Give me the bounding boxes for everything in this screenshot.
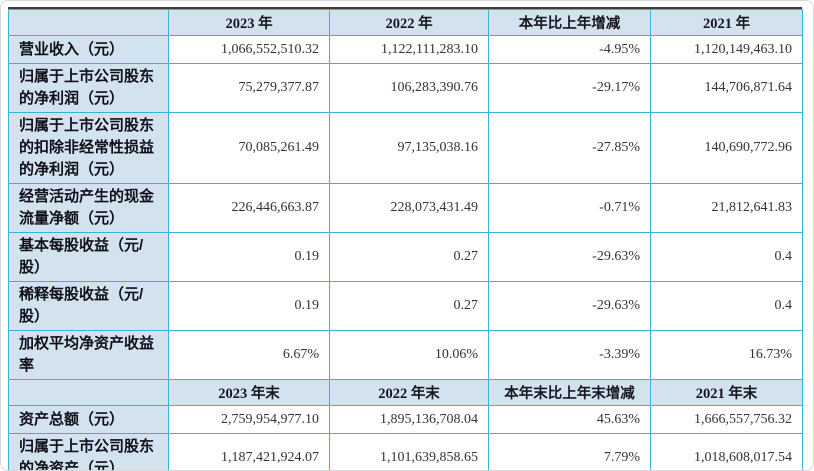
cell-2022-value: 10.06% <box>329 330 489 380</box>
table-row-total-assets: 资产总额（元） 2,759,954,977.10 1,895,136,708.0… <box>8 405 803 434</box>
cell-2021-value: 21,812,641.83 <box>650 183 803 233</box>
cell-2023-value: 226,446,663.87 <box>168 183 330 233</box>
table-row-net-profit-excl-nonrecurring: 归属于上市公司股东的扣除非经常性损益的净利润（元） 70,085,261.49 … <box>8 112 803 184</box>
column-header-blank <box>8 379 169 406</box>
table-header-row-current-year: 2023 年 2022 年 本年比上年增减 2021 年 <box>8 9 803 36</box>
cell-yoy-change: -29.17% <box>488 63 651 113</box>
column-header-2023: 2023 年 <box>168 9 330 36</box>
cell-2021-value: 144,706,871.64 <box>650 63 803 113</box>
cell-2023-value: 0.19 <box>168 232 330 282</box>
cell-2021-value: 1,018,608,017.54 <box>650 433 803 470</box>
cell-2022-value: 1,101,639,858.65 <box>329 433 489 470</box>
column-header-2023-end: 2023 年末 <box>168 379 330 406</box>
row-label: 加权平均净资产收益率 <box>8 330 169 380</box>
cell-2022-value: 1,122,111,283.10 <box>329 35 489 64</box>
cell-yoy-change: 45.63% <box>488 405 651 434</box>
column-header-yearend-change: 本年末比上年末增减 <box>488 379 651 406</box>
cell-2022-value: 106,283,390.76 <box>329 63 489 113</box>
row-label: 资产总额（元） <box>8 405 169 434</box>
cell-yoy-change: -29.63% <box>488 281 651 331</box>
row-label: 归属于上市公司股东的净利润（元） <box>8 63 169 113</box>
cell-2021-value: 0.4 <box>650 232 803 282</box>
cell-yoy-change: 7.79% <box>488 433 651 470</box>
financial-summary-table-frame: 2023 年 2022 年 本年比上年增减 2021 年 营业收入（元） 1,0… <box>8 7 803 470</box>
table-row-diluted-eps: 稀释每股收益（元/股） 0.19 0.27 -29.63% 0.4 <box>8 281 803 331</box>
cell-2023-value: 2,759,954,977.10 <box>168 405 330 434</box>
cell-2023-value: 1,187,421,924.07 <box>168 433 330 470</box>
cell-2022-value: 1,895,136,708.04 <box>329 405 489 434</box>
column-header-2021: 2021 年 <box>650 9 803 36</box>
table-header-row-year-end: 2023 年末 2022 年末 本年末比上年末增减 2021 年末 <box>8 379 803 406</box>
column-header-blank <box>8 9 169 36</box>
cell-yoy-change: -0.71% <box>488 183 651 233</box>
column-header-2022: 2022 年 <box>329 9 489 36</box>
table-row-net-profit-attributable: 归属于上市公司股东的净利润（元） 75,279,377.87 106,283,3… <box>8 63 803 113</box>
cell-yoy-change: -4.95% <box>488 35 651 64</box>
table-row-net-assets-attributable: 归属于上市公司股东的净资产（元） 1,187,421,924.07 1,101,… <box>8 433 803 470</box>
column-header-2021-end: 2021 年末 <box>650 379 803 406</box>
cell-2021-value: 140,690,772.96 <box>650 112 803 184</box>
table-row-operating-cash-flow: 经营活动产生的现金流量净额（元） 226,446,663.87 228,073,… <box>8 183 803 233</box>
cell-yoy-change: -27.85% <box>488 112 651 184</box>
cell-2022-value: 97,135,038.16 <box>329 112 489 184</box>
financial-summary-table: 2023 年 2022 年 本年比上年增减 2021 年 营业收入（元） 1,0… <box>8 9 803 470</box>
row-label: 归属于上市公司股东的扣除非经常性损益的净利润（元） <box>8 112 169 184</box>
column-header-2022-end: 2022 年末 <box>329 379 489 406</box>
row-label: 经营活动产生的现金流量净额（元） <box>8 183 169 233</box>
cell-2022-value: 0.27 <box>329 232 489 282</box>
row-label: 归属于上市公司股东的净资产（元） <box>8 433 169 470</box>
cell-2023-value: 0.19 <box>168 281 330 331</box>
cell-2021-value: 0.4 <box>650 281 803 331</box>
cell-yoy-change: -29.63% <box>488 232 651 282</box>
cell-2023-value: 75,279,377.87 <box>168 63 330 113</box>
row-label: 稀释每股收益（元/股） <box>8 281 169 331</box>
row-label: 基本每股收益（元/股） <box>8 232 169 282</box>
table-row-basic-eps: 基本每股收益（元/股） 0.19 0.27 -29.63% 0.4 <box>8 232 803 282</box>
row-label: 营业收入（元） <box>8 35 169 64</box>
cell-2021-value: 16.73% <box>650 330 803 380</box>
cell-2023-value: 6.67% <box>168 330 330 380</box>
cell-2022-value: 0.27 <box>329 281 489 331</box>
table-row-weighted-avg-roe: 加权平均净资产收益率 6.67% 10.06% -3.39% 16.73% <box>8 330 803 380</box>
column-header-yoy-change: 本年比上年增减 <box>488 9 651 36</box>
cell-2021-value: 1,120,149,463.10 <box>650 35 803 64</box>
cell-yoy-change: -3.39% <box>488 330 651 380</box>
cell-2023-value: 70,085,261.49 <box>168 112 330 184</box>
cell-2023-value: 1,066,552,510.32 <box>168 35 330 64</box>
table-row-operating-revenue: 营业收入（元） 1,066,552,510.32 1,122,111,283.1… <box>8 35 803 64</box>
cell-2021-value: 1,666,557,756.32 <box>650 405 803 434</box>
cell-2022-value: 228,073,431.49 <box>329 183 489 233</box>
